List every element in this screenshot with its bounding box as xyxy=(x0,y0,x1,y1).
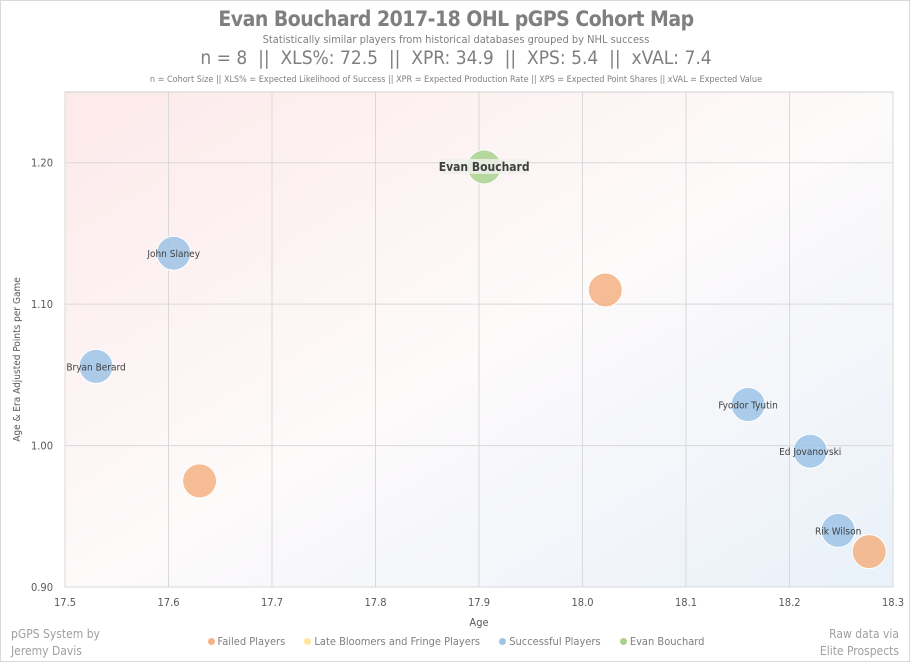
data-point xyxy=(156,235,192,271)
legend-dot xyxy=(304,638,312,645)
x-tick-label: 18.0 xyxy=(571,596,593,609)
legend: Failed Players Late Bloomers and Fringe … xyxy=(1,635,909,648)
point-label: Ed Jovanovski xyxy=(779,447,841,458)
data-point xyxy=(792,433,828,469)
legend-dot xyxy=(619,638,627,645)
data-point xyxy=(820,512,856,548)
credit-line: Raw data via xyxy=(829,627,899,641)
abbreviation-note: n = Cohort Size || XLS% = Expected Likel… xyxy=(149,75,763,85)
legend-label: Late Bloomers and Fringe Players xyxy=(314,635,481,648)
legend-item-late-bloomers[interactable]: Late Bloomers and Fringe Players xyxy=(304,635,480,648)
legend-label: Evan Bouchard xyxy=(629,635,705,648)
legend-label: Successful Players xyxy=(509,635,601,648)
x-axis-label: Age xyxy=(469,616,488,629)
point-label: Evan Bouchard xyxy=(439,160,530,174)
x-tick-label: 18.2 xyxy=(778,596,800,609)
legend-item-successful[interactable]: Successful Players xyxy=(499,635,601,648)
legend-dot xyxy=(499,638,507,645)
data-point xyxy=(182,463,218,499)
y-tick-label: 1.20 xyxy=(31,157,53,170)
y-axis-label: Age & Era Adjusted Points per Game xyxy=(12,277,23,442)
point-label: Fyodor Tyutin xyxy=(718,401,778,412)
x-tick-label: 17.7 xyxy=(261,596,283,609)
legend-label: Failed Players xyxy=(217,635,286,648)
chart-title: Evan Bouchard 2017-18 OHL pGPS Cohort Ma… xyxy=(218,7,694,31)
data-point xyxy=(851,534,887,570)
legend-item-failed[interactable]: Failed Players xyxy=(207,635,286,648)
x-tick-label: 17.5 xyxy=(54,596,76,609)
credit-left: pGPS System by Jeremy Davis xyxy=(11,626,100,660)
point-label: John Slaney xyxy=(146,249,200,260)
legend-item-evan-bouchard[interactable]: Evan Bouchard xyxy=(619,635,705,648)
credit-line: Jeremy Davis xyxy=(11,644,82,658)
data-point xyxy=(730,387,766,423)
chart-subtitle: Statistically similar players from histo… xyxy=(262,33,650,46)
x-tick-label: 18.3 xyxy=(882,596,904,609)
point-label: Rik Wilson xyxy=(815,526,861,537)
data-point xyxy=(78,348,114,384)
legend-dot xyxy=(207,638,215,645)
y-tick-label: 1.10 xyxy=(31,298,53,311)
credit-line: Elite Prospects xyxy=(819,644,899,658)
x-tick-label: 18.1 xyxy=(675,596,697,609)
label-background xyxy=(440,158,529,174)
x-tick-label: 17.6 xyxy=(157,596,179,609)
cohort-stats: n = 8 || XLS%: 72.5 || XPR: 34.9 || XPS:… xyxy=(200,47,712,69)
x-tick-label: 17.9 xyxy=(468,596,490,609)
point-label: Bryan Berard xyxy=(66,362,125,373)
credit-line: pGPS System by xyxy=(11,627,100,641)
x-tick-label: 17.8 xyxy=(364,596,386,609)
credit-right: Raw data via Elite Prospects xyxy=(820,626,899,660)
y-tick-label: 1.00 xyxy=(31,440,53,453)
y-tick-label: 0.90 xyxy=(31,581,53,594)
data-point xyxy=(587,272,623,308)
